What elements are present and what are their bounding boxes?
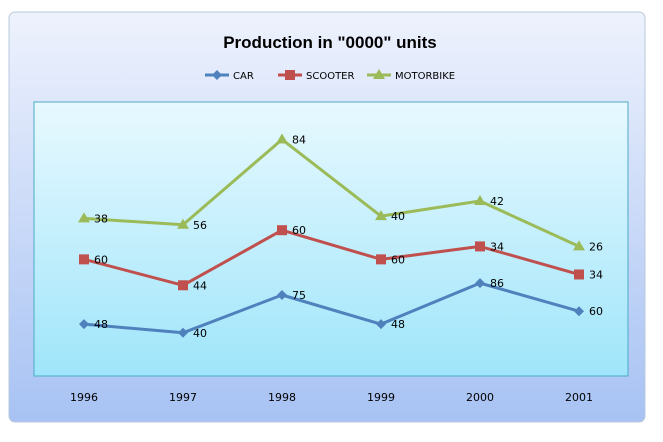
car-point[interactable] xyxy=(376,319,386,330)
motorbike-line[interactable] xyxy=(83,137,580,248)
scooter-data-label: 34 xyxy=(589,268,603,281)
car-data-label: 60 xyxy=(589,305,603,318)
motorbike-point[interactable] xyxy=(78,212,90,223)
scooter-data-label: 34 xyxy=(490,240,504,253)
x-tick-label: 1998 xyxy=(268,391,296,404)
scooter-point[interactable] xyxy=(79,254,89,265)
car-legend-label[interactable]: CAR xyxy=(233,71,254,82)
motorbike-data-label: 38 xyxy=(94,212,108,225)
legend: CAR SCOOTER MOTORBIKE xyxy=(205,69,455,82)
scooter-point[interactable] xyxy=(277,225,287,236)
chart-title: Production in "0000" units xyxy=(223,33,437,52)
car-data-label: 40 xyxy=(193,327,207,340)
car-data-label: 48 xyxy=(94,318,108,331)
x-tick-label: 2000 xyxy=(466,391,494,404)
series-group: 48 40 75 48 86 60 60 44 60 60 34 34 38 56 84 40 42 26 xyxy=(78,133,603,340)
scooter-point[interactable] xyxy=(475,241,485,252)
plot-area xyxy=(33,101,629,377)
car-point[interactable] xyxy=(277,290,287,300)
scooter-point[interactable] xyxy=(574,269,584,280)
x-axis: 1996 1997 1998 1999 2000 2001 xyxy=(70,391,593,404)
motorbike-point[interactable] xyxy=(375,210,387,221)
x-tick-label: 1999 xyxy=(367,391,395,404)
car-data-label: 86 xyxy=(490,277,504,290)
motorbike-data-label: 40 xyxy=(391,210,405,223)
x-tick-label: 2001 xyxy=(565,391,593,404)
motorbike-data-label: 26 xyxy=(589,240,603,253)
scooter-data-label: 60 xyxy=(94,253,108,266)
car-point[interactable] xyxy=(475,278,485,289)
x-tick-label: 1997 xyxy=(169,391,197,404)
car-legend-marker[interactable] xyxy=(212,70,222,80)
x-tick-label: 1996 xyxy=(70,391,98,404)
motorbike-data-label: 84 xyxy=(292,133,306,146)
scooter-data-label: 60 xyxy=(391,253,405,266)
car-data-label: 48 xyxy=(391,318,405,331)
motorbike-point[interactable] xyxy=(573,240,585,251)
motorbike-data-label: 56 xyxy=(193,219,207,232)
motorbike-point[interactable] xyxy=(177,218,189,229)
car-line[interactable] xyxy=(83,281,580,335)
car-point[interactable] xyxy=(79,319,89,330)
scooter-legend-marker[interactable] xyxy=(285,70,295,80)
motorbike-legend-marker[interactable] xyxy=(373,69,385,79)
car-point[interactable] xyxy=(178,327,188,338)
scooter-point[interactable] xyxy=(178,280,188,291)
motorbike-point[interactable] xyxy=(474,195,486,206)
car-point[interactable] xyxy=(574,306,584,317)
scooter-data-label: 44 xyxy=(193,279,207,292)
motorbike-data-label: 42 xyxy=(490,195,504,208)
motorbike-legend-label[interactable]: MOTORBIKE xyxy=(395,71,455,82)
motorbike-point[interactable] xyxy=(276,133,288,144)
scooter-data-label: 60 xyxy=(292,224,306,237)
scooter-point[interactable] xyxy=(376,254,386,265)
scooter-legend-label[interactable]: SCOOTER xyxy=(306,71,354,82)
car-data-label: 75 xyxy=(292,289,306,302)
scooter-line[interactable] xyxy=(83,228,580,287)
